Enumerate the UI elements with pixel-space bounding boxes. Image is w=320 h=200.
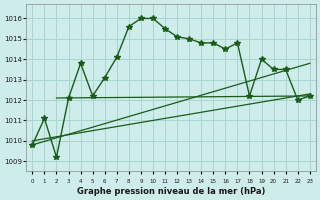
X-axis label: Graphe pression niveau de la mer (hPa): Graphe pression niveau de la mer (hPa): [77, 187, 265, 196]
